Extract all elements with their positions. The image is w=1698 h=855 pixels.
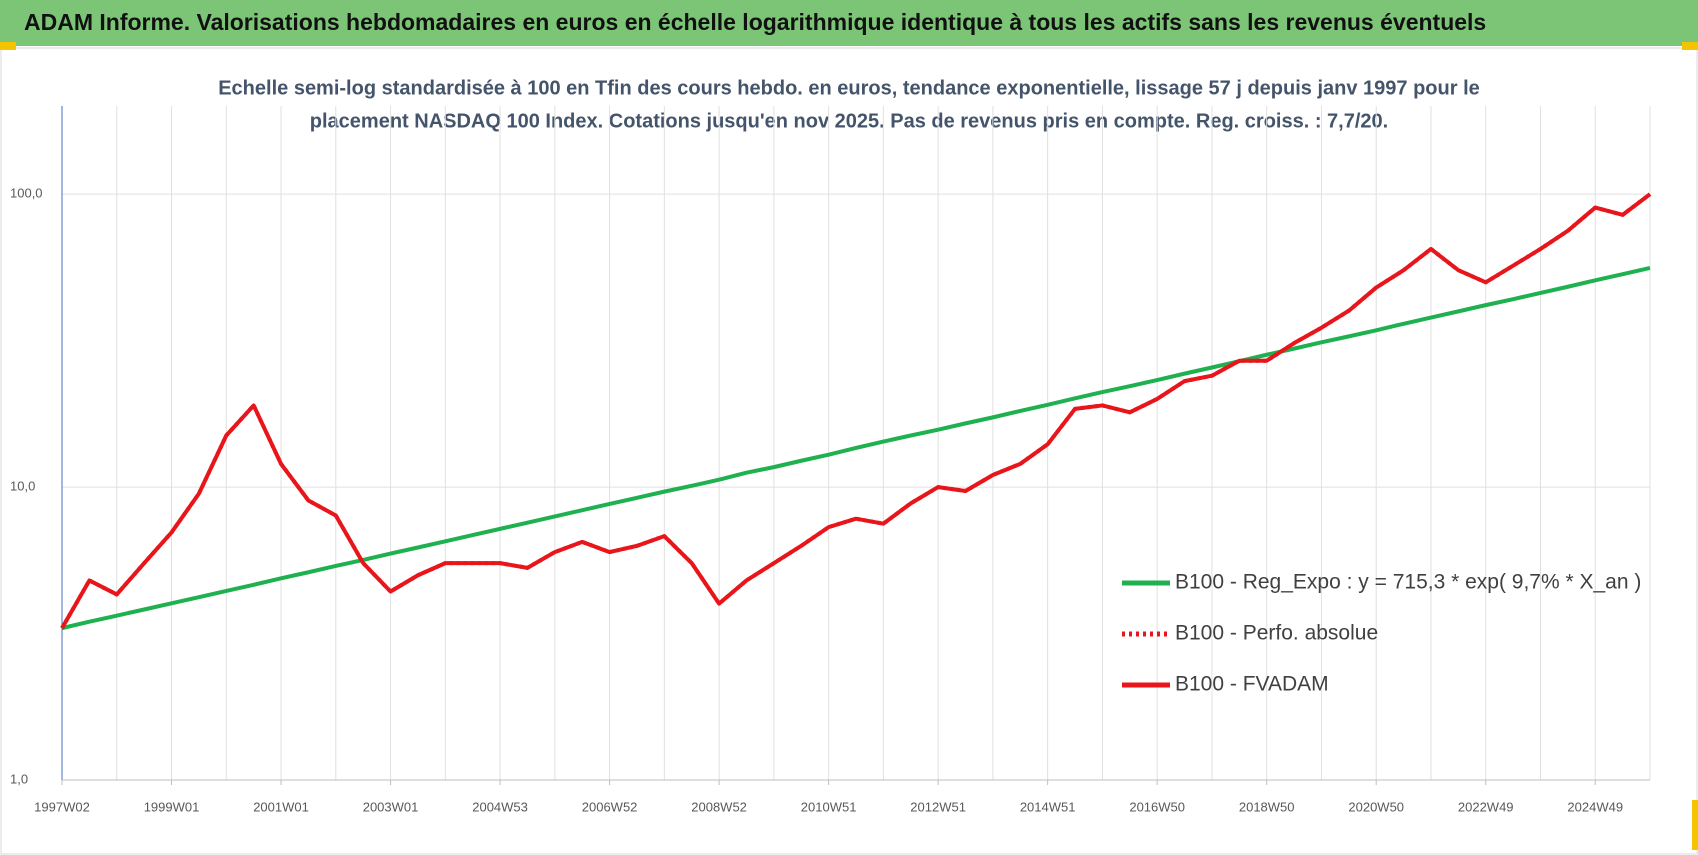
x-tick-label: 2001W01 bbox=[253, 799, 309, 814]
legend-label: B100 - FVADAM bbox=[1175, 673, 1329, 696]
data-line bbox=[61, 265, 1651, 631]
x-tick-label: 1999W01 bbox=[144, 799, 200, 814]
chart-title: placement NASDAQ 100 Index. Cotations ju… bbox=[310, 110, 1388, 132]
corner bbox=[1692, 800, 1698, 850]
header-bar bbox=[0, 0, 1698, 46]
x-tick-label: 1997W02 bbox=[34, 799, 90, 814]
x-tick-label: 2024W49 bbox=[1567, 799, 1623, 814]
chart-frame bbox=[0, 47, 1698, 855]
x-tick-label: 2010W51 bbox=[801, 799, 857, 814]
x-tick-label: 2006W52 bbox=[582, 799, 638, 814]
x-tick-label: 2018W50 bbox=[1239, 799, 1295, 814]
x-tick-label: 2020W50 bbox=[1348, 799, 1404, 814]
x-tick-label: 2016W50 bbox=[1129, 799, 1185, 814]
y-tick-label: 10,0 bbox=[10, 479, 35, 494]
x-tick-label: 2008W52 bbox=[691, 799, 747, 814]
y-tick-label: 1,0 bbox=[10, 771, 28, 786]
x-tick-label: 2003W01 bbox=[363, 799, 419, 814]
legend-label: B100 - Perfo. absolue bbox=[1175, 622, 1378, 645]
data-line bbox=[60, 192, 1652, 630]
chart-title: Echelle semi-log standardisée à 100 en T… bbox=[218, 77, 1480, 99]
x-tick-label: 2012W51 bbox=[910, 799, 966, 814]
y-tick-label: 100,0 bbox=[10, 186, 43, 201]
header-title: ADAM Informe. Valorisations hebdomadaire… bbox=[24, 9, 1486, 35]
corner bbox=[1682, 42, 1698, 50]
data-line bbox=[60, 192, 1652, 630]
x-tick-label: 2022W49 bbox=[1458, 799, 1514, 814]
legend-label: B100 - Reg_Expo : y = 715,3 * exp( 9,7% … bbox=[1175, 571, 1641, 594]
x-tick-label: 2004W53 bbox=[472, 799, 528, 814]
corner bbox=[0, 42, 16, 50]
x-tick-label: 2014W51 bbox=[1020, 799, 1076, 814]
